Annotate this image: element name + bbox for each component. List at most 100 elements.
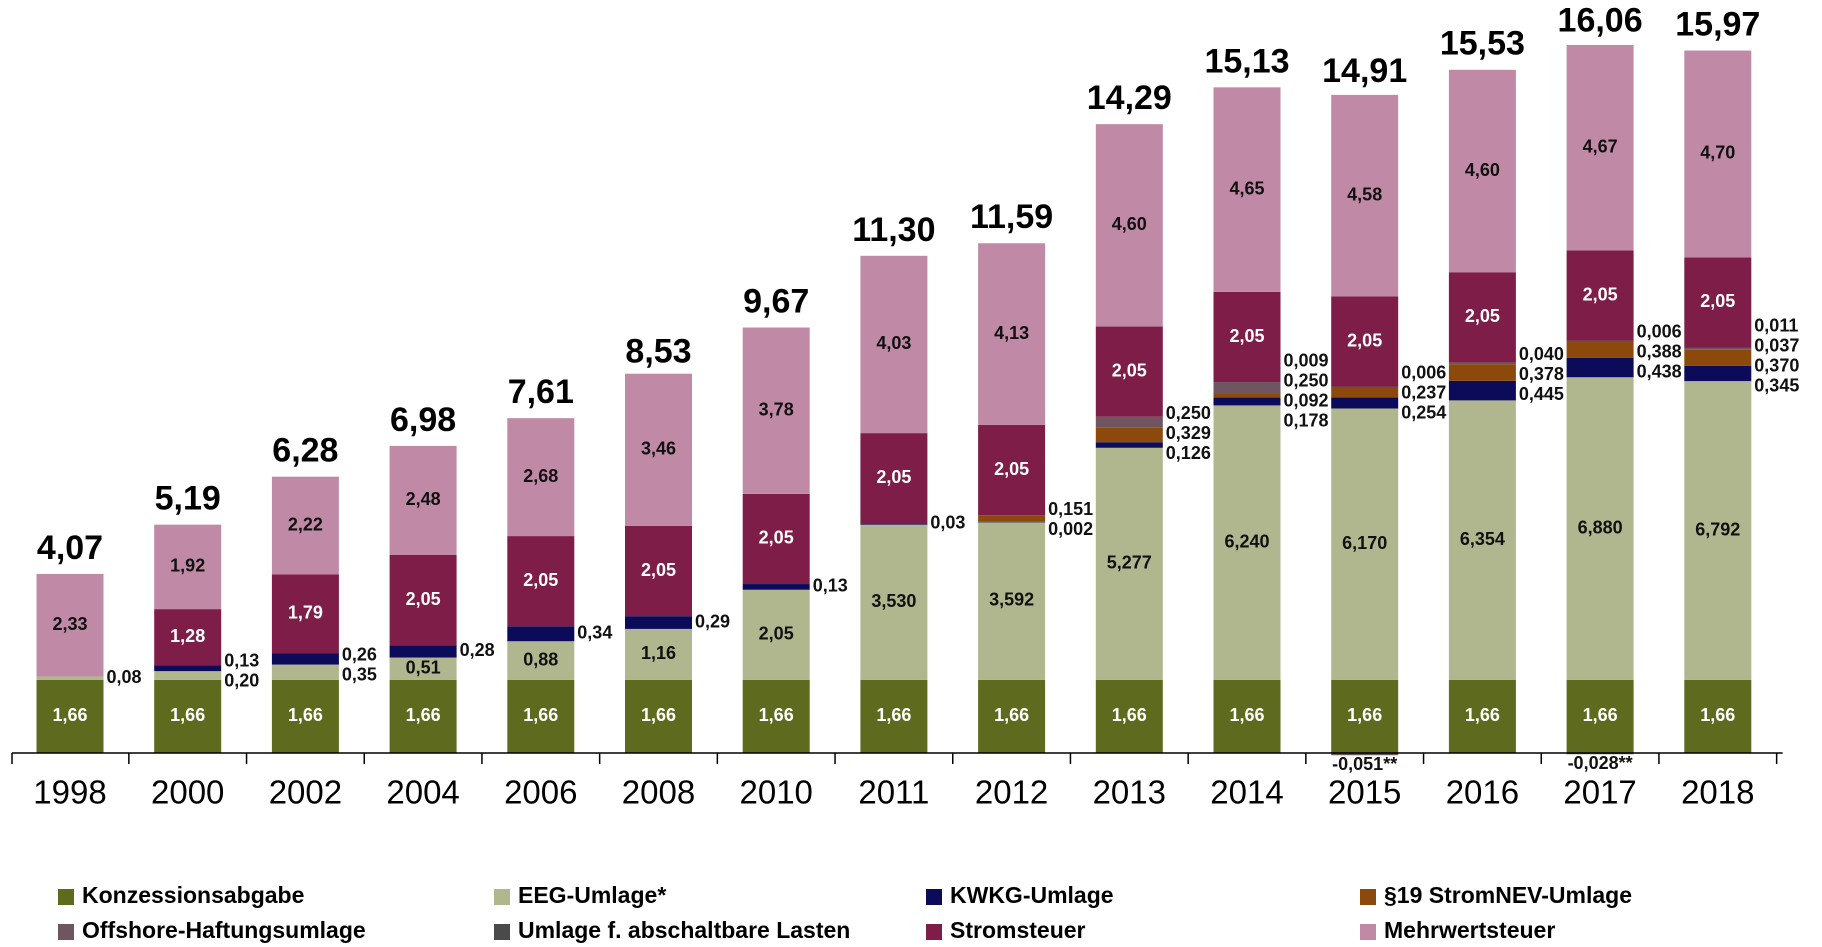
value-label: 3,46 xyxy=(641,439,676,459)
value-label: 1,92 xyxy=(170,556,205,576)
bar-segment xyxy=(389,679,457,753)
value-label: 1,66 xyxy=(759,705,794,725)
bar-segment xyxy=(625,373,692,526)
total-label: 7,61 xyxy=(508,373,574,411)
bar-segment xyxy=(507,536,575,627)
value-label: 3,530 xyxy=(871,591,916,611)
total-label: 15,13 xyxy=(1204,42,1289,80)
value-label: 2,05 xyxy=(1229,326,1264,346)
bar-segment xyxy=(1213,291,1281,383)
value-label: 6,792 xyxy=(1695,519,1740,539)
bar-segment xyxy=(1213,679,1281,753)
value-label: 2,05 xyxy=(641,560,676,580)
value-label: 0,092 xyxy=(1284,391,1329,411)
value-label: 1,66 xyxy=(1583,705,1618,725)
value-label: 0,35 xyxy=(342,664,377,684)
legend-swatch xyxy=(1360,924,1376,940)
legend-label: EEG-Umlage* xyxy=(518,882,666,908)
value-label: 1,66 xyxy=(1465,705,1500,725)
value-label: 0,03 xyxy=(930,513,965,533)
bar-segment xyxy=(860,255,928,434)
total-label: 11,59 xyxy=(970,198,1053,236)
bar-segment xyxy=(36,679,104,753)
value-label: 0,009 xyxy=(1284,351,1329,371)
value-label: 1,79 xyxy=(288,602,323,622)
bar-segment xyxy=(1213,87,1281,292)
total-label: 6,28 xyxy=(272,432,338,470)
x-tick-label: 2011 xyxy=(858,774,929,811)
legend-swatch xyxy=(1360,889,1376,905)
bars xyxy=(11,44,1783,764)
bar-segment xyxy=(36,573,104,677)
bar-segment xyxy=(1331,408,1399,680)
value-label: 0,20 xyxy=(224,671,259,691)
bar-segment xyxy=(742,679,810,753)
value-label: 1,66 xyxy=(1347,705,1382,725)
bar-segment xyxy=(978,424,1046,516)
value-label: 2,05 xyxy=(1465,306,1500,326)
value-label: 0,370 xyxy=(1754,356,1799,376)
value-label: 6,170 xyxy=(1342,533,1387,553)
value-label: -0,051** xyxy=(1332,754,1397,774)
bar-segment xyxy=(1448,380,1516,401)
x-tick-label: 2012 xyxy=(975,774,1048,811)
bar-segment xyxy=(271,679,339,753)
value-label: 2,05 xyxy=(1347,330,1382,350)
x-tick-label: 2016 xyxy=(1446,774,1519,811)
bar-segment xyxy=(1095,416,1163,428)
bar-segment xyxy=(860,523,928,525)
value-label: 0,13 xyxy=(813,576,848,596)
value-label: 4,67 xyxy=(1583,136,1618,156)
bar-segment xyxy=(978,521,1046,523)
bar-segment xyxy=(389,555,457,646)
legend-label: Umlage f. abschaltbare Lasten xyxy=(518,917,850,943)
total-label: 14,29 xyxy=(1087,79,1172,117)
legend-label: KWKG-Umlage xyxy=(950,882,1114,908)
bar-segment xyxy=(1331,386,1399,388)
value-label: 2,33 xyxy=(52,614,87,634)
bar-segment xyxy=(1213,382,1281,383)
value-label: 0,329 xyxy=(1166,423,1211,443)
value-label: -0,028** xyxy=(1568,753,1633,773)
bar-segment xyxy=(1331,679,1399,753)
value-label: 4,03 xyxy=(876,333,911,353)
legend-swatch xyxy=(926,924,942,940)
value-label: 1,66 xyxy=(170,705,205,725)
x-tick-label: 2010 xyxy=(739,774,812,811)
bar-segment xyxy=(860,524,928,680)
value-label: 0,254 xyxy=(1401,403,1446,423)
x-tick-label: 2000 xyxy=(151,774,224,811)
legend-label: §19 StromNEV-Umlage xyxy=(1384,882,1632,908)
value-label: 0,345 xyxy=(1754,376,1799,396)
value-label: 0,445 xyxy=(1519,384,1564,404)
value-label: 1,66 xyxy=(523,705,558,725)
value-label: 0,126 xyxy=(1166,443,1211,463)
value-label: 1,66 xyxy=(288,705,323,725)
bar-segment xyxy=(860,679,928,753)
legend-swatch xyxy=(58,889,74,905)
bar-segment xyxy=(742,327,810,494)
bar-segment xyxy=(625,525,692,617)
value-label: 2,05 xyxy=(406,589,441,609)
bar-segment xyxy=(625,679,692,753)
bar-segment xyxy=(1095,679,1163,753)
legend-swatch xyxy=(494,924,510,940)
bar-segment xyxy=(1684,365,1752,382)
legend-swatch xyxy=(58,924,74,940)
total-label: 16,06 xyxy=(1558,1,1643,39)
bar-segment xyxy=(1095,442,1163,448)
value-label: 1,66 xyxy=(1112,705,1147,725)
value-label: 0,13 xyxy=(224,651,259,671)
value-label: 0,29 xyxy=(695,611,730,631)
value-label: 3,592 xyxy=(989,590,1034,610)
total-label: 15,97 xyxy=(1675,5,1760,43)
total-label: 11,30 xyxy=(852,211,935,249)
x-tick-label: 1998 xyxy=(33,774,106,811)
bar-segment xyxy=(1448,362,1516,365)
value-label: 0,388 xyxy=(1637,341,1682,361)
x-tick-label: 2002 xyxy=(269,774,342,811)
bar-segment xyxy=(507,418,575,537)
bar-segment xyxy=(1213,382,1281,394)
value-label: 4,58 xyxy=(1347,184,1382,204)
